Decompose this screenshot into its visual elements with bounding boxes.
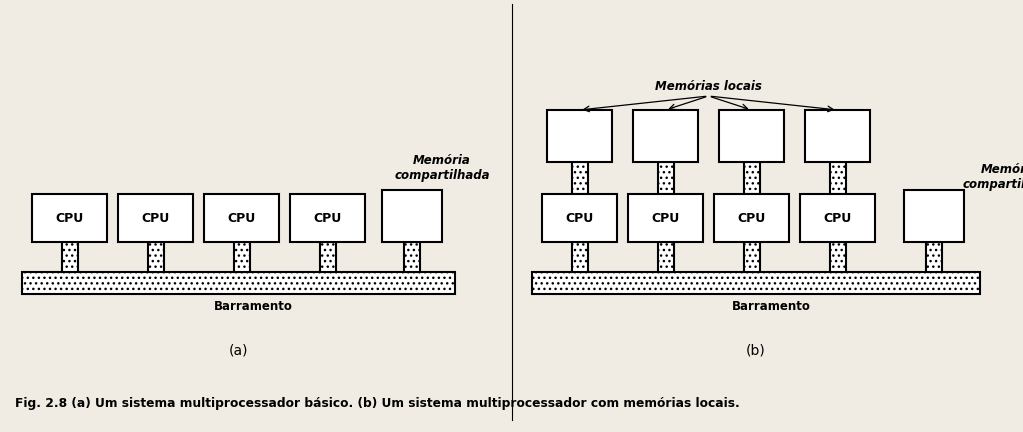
Text: CPU: CPU — [227, 212, 256, 225]
Bar — [532, 272, 980, 294]
Bar — [23, 272, 455, 294]
Text: (a): (a) — [229, 343, 249, 357]
Bar — [830, 242, 845, 272]
Bar — [542, 194, 617, 242]
Bar — [719, 110, 784, 162]
Bar — [547, 110, 612, 162]
Bar — [628, 194, 703, 242]
Bar — [904, 190, 964, 242]
Bar — [290, 194, 365, 242]
Text: CPU: CPU — [313, 212, 342, 225]
Text: Memória
compartilhada: Memória compartilhada — [963, 163, 1023, 191]
Text: (b): (b) — [746, 343, 766, 357]
Text: CPU: CPU — [738, 212, 765, 225]
Bar — [926, 242, 942, 272]
Text: Memórias locais: Memórias locais — [655, 80, 762, 93]
Bar — [32, 194, 107, 242]
Bar — [404, 242, 420, 272]
Bar — [658, 162, 673, 194]
Bar — [572, 242, 587, 272]
Bar — [658, 242, 673, 272]
Bar — [204, 194, 279, 242]
Bar — [319, 242, 336, 272]
Bar — [382, 190, 442, 242]
Text: CPU: CPU — [824, 212, 851, 225]
Text: Fig. 2.8 (a) Um sistema multiprocessador básico. (b) Um sistema multiprocessador: Fig. 2.8 (a) Um sistema multiprocessador… — [15, 397, 740, 410]
Bar — [805, 110, 870, 162]
Text: Barramento: Barramento — [214, 300, 293, 313]
Text: CPU: CPU — [566, 212, 593, 225]
Text: CPU: CPU — [55, 212, 84, 225]
Text: CPU: CPU — [652, 212, 679, 225]
Bar — [633, 110, 698, 162]
Bar — [744, 162, 759, 194]
Bar — [800, 194, 875, 242]
Bar — [233, 242, 250, 272]
Text: Barramento: Barramento — [731, 300, 810, 313]
Bar — [714, 194, 789, 242]
Bar — [830, 162, 845, 194]
Bar — [572, 162, 587, 194]
Bar — [744, 242, 759, 272]
Bar — [147, 242, 164, 272]
Text: Memória
compartilhada: Memória compartilhada — [394, 154, 490, 182]
Bar — [118, 194, 193, 242]
Text: CPU: CPU — [141, 212, 170, 225]
Bar — [61, 242, 78, 272]
